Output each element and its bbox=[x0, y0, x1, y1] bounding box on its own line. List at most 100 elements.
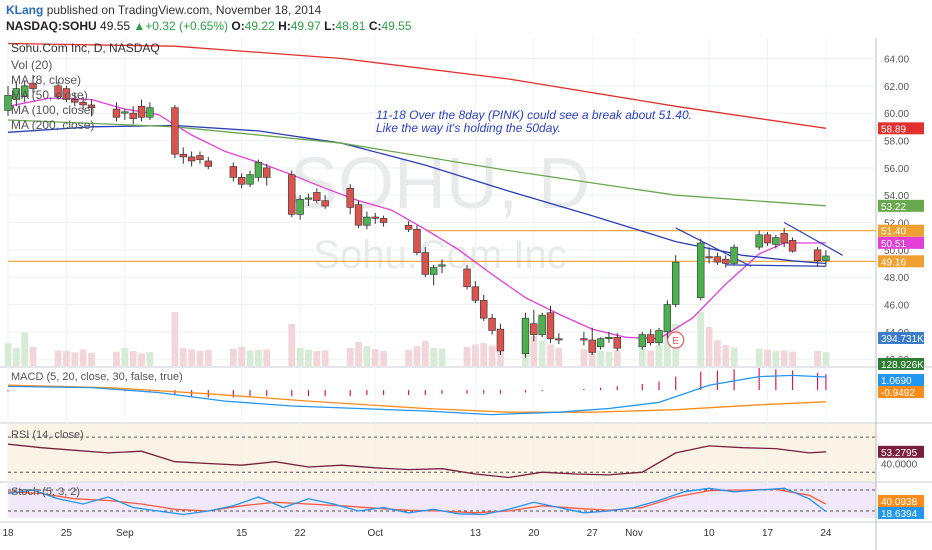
candle-body bbox=[129, 112, 137, 119]
volume-bar bbox=[605, 351, 613, 366]
candle-body bbox=[421, 252, 430, 275]
macd-signal-line bbox=[7, 384, 826, 413]
price-candle bbox=[137, 99, 146, 122]
candle-body bbox=[646, 334, 655, 344]
price-tick-label: 62.00 bbox=[884, 82, 909, 93]
volume-bar bbox=[196, 351, 204, 366]
price-candle bbox=[254, 159, 263, 182]
volume-bar bbox=[764, 349, 771, 366]
candle-body bbox=[463, 268, 471, 288]
price-candle bbox=[671, 255, 680, 308]
price-candle bbox=[638, 331, 647, 350]
rsi-pane-bg bbox=[8, 424, 876, 481]
candle-body bbox=[722, 259, 730, 264]
price-candle bbox=[413, 225, 421, 256]
publish-info: KLang published on TradingView.com, Nove… bbox=[6, 3, 321, 17]
price-candle bbox=[288, 170, 296, 218]
volume-bar bbox=[663, 334, 671, 366]
price-axis-tag-1-text: 53.22 bbox=[881, 202, 906, 213]
candle-body bbox=[429, 267, 438, 275]
price-candle bbox=[530, 309, 538, 342]
price-candle bbox=[588, 327, 596, 356]
time-tick-label: 18 bbox=[2, 528, 14, 539]
price-candle bbox=[596, 337, 605, 350]
candle-body bbox=[321, 200, 329, 207]
candle-body bbox=[555, 338, 563, 341]
stoch-d-tag-bg bbox=[878, 495, 924, 507]
candle-body bbox=[596, 338, 605, 348]
time-tick-label: 24 bbox=[820, 528, 832, 539]
time-tick-label: 13 bbox=[470, 528, 482, 539]
indicator-label: Vol (20) bbox=[11, 58, 52, 72]
candle-body bbox=[588, 339, 596, 353]
price-candle bbox=[112, 102, 121, 122]
price-candle bbox=[129, 106, 137, 125]
candle-body bbox=[404, 224, 413, 230]
price-tick-label: 48.00 bbox=[884, 273, 909, 284]
candle-body bbox=[304, 197, 313, 200]
low-label: L: bbox=[324, 19, 336, 33]
price-candle bbox=[304, 193, 313, 207]
volume-bar bbox=[655, 345, 663, 366]
open-label: O: bbox=[231, 19, 245, 33]
volume-bar bbox=[405, 349, 413, 366]
stoch-d-tag-text: 40.0938 bbox=[881, 497, 918, 508]
price-candle bbox=[722, 255, 730, 268]
open-value: 49.22 bbox=[244, 19, 275, 33]
price-tick-label: 60.00 bbox=[884, 109, 909, 120]
candle-body bbox=[20, 85, 29, 98]
volume-bar bbox=[88, 352, 95, 366]
volume-bar bbox=[179, 348, 187, 366]
volume-bar bbox=[780, 350, 788, 366]
candle-body bbox=[288, 174, 296, 215]
author-name[interactable]: KLang bbox=[6, 3, 44, 17]
time-tick-label: 22 bbox=[295, 528, 307, 539]
chart-header: KLang published on TradingView.com, Nove… bbox=[0, 0, 932, 38]
price-candle bbox=[480, 294, 488, 321]
price-candle bbox=[354, 200, 363, 228]
price-candle bbox=[237, 173, 246, 189]
rsi-line bbox=[7, 443, 826, 479]
price-candle bbox=[521, 312, 530, 358]
volume-bar bbox=[346, 348, 354, 366]
chart-canvas[interactable]: 64.00 62.00 60.00 58.00 56.00 54.00 52.00 50.00… bbox=[0, 38, 932, 550]
macd-tag: 1.0690 bbox=[878, 374, 924, 387]
candle-body bbox=[813, 249, 822, 262]
macd-label: MACD (5, 20, close, 30, false, true) bbox=[11, 371, 183, 383]
candle-body bbox=[605, 336, 613, 339]
price-axis-tag-0-text: 58.89 bbox=[881, 124, 906, 135]
price-candle bbox=[463, 264, 471, 290]
candle-body bbox=[663, 304, 672, 333]
stoch-k-tag-text: 18.6394 bbox=[881, 509, 918, 520]
price-candle bbox=[663, 300, 672, 339]
candle-body bbox=[613, 336, 621, 349]
trendline-0 bbox=[675, 227, 752, 267]
up-arrow-icon: ▲ bbox=[133, 19, 146, 33]
price-candle bbox=[71, 92, 79, 107]
price-candle bbox=[580, 331, 588, 346]
candle-body bbox=[496, 328, 505, 352]
moving-average-line-3 bbox=[7, 42, 826, 129]
stoch-k-tag-bg bbox=[878, 507, 924, 519]
volume-bar bbox=[4, 343, 12, 366]
price-axis-tag-3: 50.51 bbox=[878, 236, 924, 250]
symbol-name: NASDAQ:SOHU bbox=[6, 19, 97, 33]
candle-body bbox=[713, 256, 722, 263]
price-candle bbox=[54, 81, 62, 100]
indicator-label: MA (8, close) bbox=[11, 73, 81, 87]
volume-ma-tag-bg bbox=[878, 358, 924, 370]
moving-average-line-2 bbox=[7, 119, 826, 207]
price-candle bbox=[313, 188, 321, 204]
watermark-name: Sohu.Com Inc bbox=[313, 233, 566, 277]
indicator-label: MA (50, close) bbox=[11, 88, 88, 102]
price-candle bbox=[363, 211, 371, 230]
candle-body bbox=[112, 108, 121, 118]
volume-ma-tag-text: 128.926K bbox=[881, 360, 924, 371]
candle-body bbox=[137, 106, 146, 118]
indicator-label: MA (100, close) bbox=[11, 103, 94, 117]
volume-bar bbox=[380, 351, 387, 366]
macd-tag-text: 1.0690 bbox=[881, 376, 912, 387]
price-axis-tag-4-bg bbox=[878, 255, 924, 268]
price-axis-tag-4-text: 49.16 bbox=[881, 257, 906, 268]
candle-body bbox=[538, 315, 546, 335]
